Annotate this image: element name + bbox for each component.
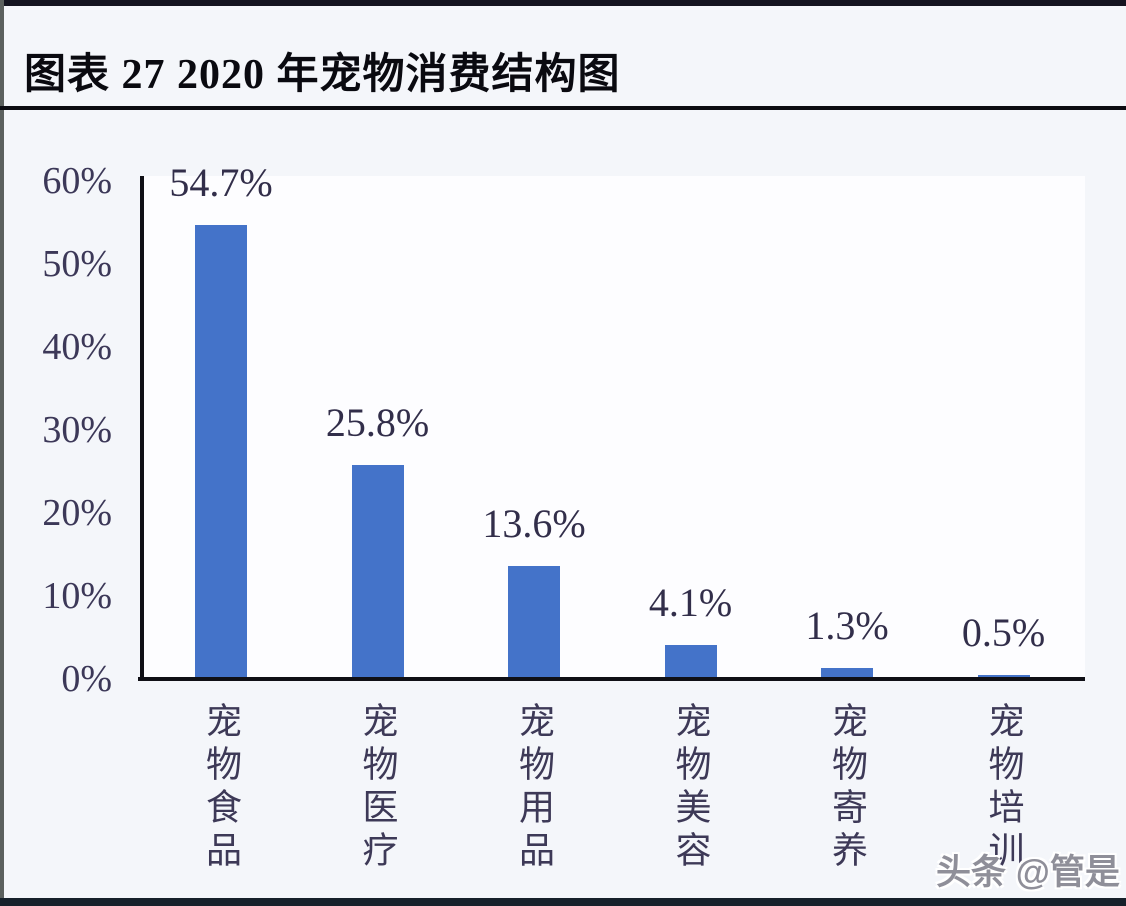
y-tick-label: 60% xyxy=(42,160,112,202)
category-label: 宠物美容 xyxy=(670,702,711,874)
category-label: 宠物寄养 xyxy=(827,702,867,874)
category-label: 宠物用品 xyxy=(514,702,554,874)
chart-title: 图表 27 2020 年宠物消费结构图 xyxy=(24,52,621,98)
category-label: 宠物培训 xyxy=(983,702,1024,874)
title-divider-line xyxy=(0,106,1126,110)
y-tick-label: 0% xyxy=(61,658,112,700)
y-tick-label: 10% xyxy=(42,575,112,617)
bar-value-label: 1.3% xyxy=(805,603,889,648)
bar-value-label: 13.6% xyxy=(482,501,586,546)
y-tick-label: 20% xyxy=(42,492,112,534)
y-tick-label: 50% xyxy=(42,243,112,285)
left-edge-strip xyxy=(0,0,4,906)
category-label: 宠物食品 xyxy=(201,702,241,874)
bar-value-label: 0.5% xyxy=(961,610,1046,655)
bottom-edge-bar xyxy=(0,898,1126,906)
bar-2 xyxy=(351,465,404,679)
x-axis-line xyxy=(138,677,1085,681)
y-axis-line xyxy=(140,176,144,681)
bar-1 xyxy=(195,225,247,679)
bar-value-label: 4.1% xyxy=(648,580,733,625)
plot-area xyxy=(144,176,1085,677)
y-tick-label: 30% xyxy=(42,409,112,451)
y-tick-label: 40% xyxy=(42,326,112,368)
bar-value-label: 54.7% xyxy=(169,160,273,205)
bar-5 xyxy=(821,668,873,679)
bar-3 xyxy=(508,566,560,679)
bar-4 xyxy=(664,645,717,679)
category-label: 宠物医疗 xyxy=(357,702,398,874)
watermark: 头条 @管是 xyxy=(936,853,1120,892)
top-edge-bar xyxy=(0,0,1126,6)
bar-value-label: 25.8% xyxy=(325,400,430,445)
